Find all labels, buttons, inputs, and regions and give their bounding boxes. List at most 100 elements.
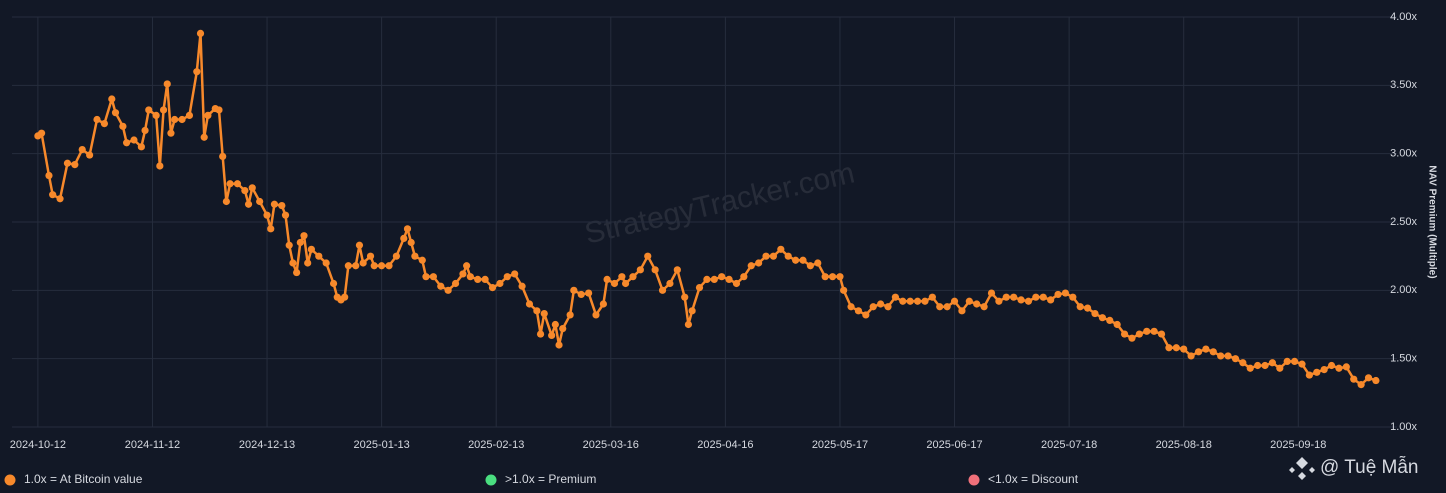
data-point — [122, 139, 131, 147]
data-point — [459, 270, 467, 278]
data-point — [226, 180, 234, 188]
data-point — [278, 202, 286, 210]
legend-label: 1.0x = At Bitcoin value — [24, 472, 143, 486]
data-point — [466, 273, 474, 281]
data-point — [378, 262, 386, 270]
data-point — [111, 109, 120, 117]
data-point — [1357, 381, 1365, 389]
data-point — [481, 275, 489, 283]
data-point — [570, 286, 578, 294]
data-point — [1047, 296, 1055, 304]
data-point — [1261, 361, 1269, 370]
data-point — [799, 256, 807, 264]
data-point — [629, 273, 637, 281]
data-point — [1194, 348, 1203, 356]
data-point — [1268, 359, 1277, 367]
data-point — [688, 307, 696, 315]
data-point — [267, 225, 275, 233]
data-point — [1342, 363, 1350, 371]
data-point — [847, 303, 855, 311]
data-point — [1039, 293, 1047, 301]
data-point — [329, 279, 338, 288]
legend-marker — [4, 474, 16, 486]
data-point — [1135, 330, 1143, 338]
data-point — [355, 241, 364, 249]
data-point — [718, 273, 726, 281]
data-point — [171, 115, 179, 124]
data-point — [1002, 293, 1010, 301]
data-point — [1276, 364, 1284, 372]
data-point — [854, 307, 863, 315]
data-point — [1254, 361, 1262, 370]
data-point — [703, 275, 711, 283]
data-point — [525, 300, 534, 308]
data-point — [167, 129, 175, 137]
data-point — [56, 195, 64, 203]
data-point — [1372, 376, 1380, 385]
legend-label: <1.0x = Discount — [988, 472, 1079, 486]
data-point — [1209, 348, 1217, 356]
data-point — [1165, 344, 1173, 352]
data-point — [836, 273, 844, 281]
data-point — [681, 293, 689, 301]
x-tick-label: 2025-03-16 — [583, 439, 639, 451]
data-point — [341, 293, 349, 301]
data-point — [1076, 303, 1084, 311]
data-point — [777, 245, 785, 253]
data-point — [943, 303, 951, 311]
x-tick-label: 2025-04-16 — [697, 439, 753, 451]
data-point — [1098, 314, 1106, 322]
x-tick-label: 2025-09-18 — [1270, 439, 1326, 451]
data-point — [1290, 357, 1299, 365]
data-point — [828, 273, 837, 281]
y-tick-label: 4.00x — [1390, 11, 1417, 23]
data-point — [958, 307, 966, 315]
data-point — [973, 300, 981, 308]
data-point — [256, 197, 264, 206]
data-point — [610, 279, 619, 288]
data-point — [366, 252, 375, 260]
data-point — [496, 279, 504, 288]
data-point — [156, 162, 164, 170]
data-point — [463, 262, 471, 270]
data-point — [666, 279, 674, 288]
data-point — [651, 266, 659, 274]
data-point — [1172, 344, 1180, 352]
data-point — [137, 143, 145, 151]
data-point — [559, 325, 567, 333]
data-point — [792, 256, 800, 264]
data-point — [307, 245, 315, 253]
data-point — [219, 152, 227, 160]
data-point — [877, 300, 885, 308]
data-point — [1180, 345, 1188, 353]
data-point — [585, 289, 593, 297]
data-point — [418, 256, 426, 264]
data-point — [392, 252, 401, 260]
data-point — [603, 275, 611, 283]
data-point — [49, 191, 57, 199]
data-point — [621, 279, 630, 288]
data-point — [840, 286, 848, 294]
data-point — [159, 106, 168, 114]
data-point — [899, 297, 907, 305]
data-point — [1224, 352, 1232, 360]
data-point — [289, 259, 297, 267]
data-point — [45, 171, 53, 180]
data-point — [300, 232, 308, 240]
data-point — [429, 273, 437, 281]
data-point — [108, 95, 116, 103]
data-point — [755, 259, 763, 267]
data-point — [422, 273, 430, 281]
x-tick-label: 2024-11-12 — [125, 439, 180, 451]
legend-marker — [968, 474, 980, 486]
data-point — [437, 282, 445, 290]
data-point — [248, 184, 256, 192]
data-point — [1305, 371, 1313, 379]
data-point — [100, 120, 109, 128]
legend-label: >1.0x = Premium — [505, 472, 596, 486]
data-point — [222, 197, 230, 206]
y-tick-label: 1.00x — [1390, 421, 1417, 433]
data-point — [1113, 320, 1121, 329]
x-tick-label: 2025-08-18 — [1156, 439, 1212, 451]
